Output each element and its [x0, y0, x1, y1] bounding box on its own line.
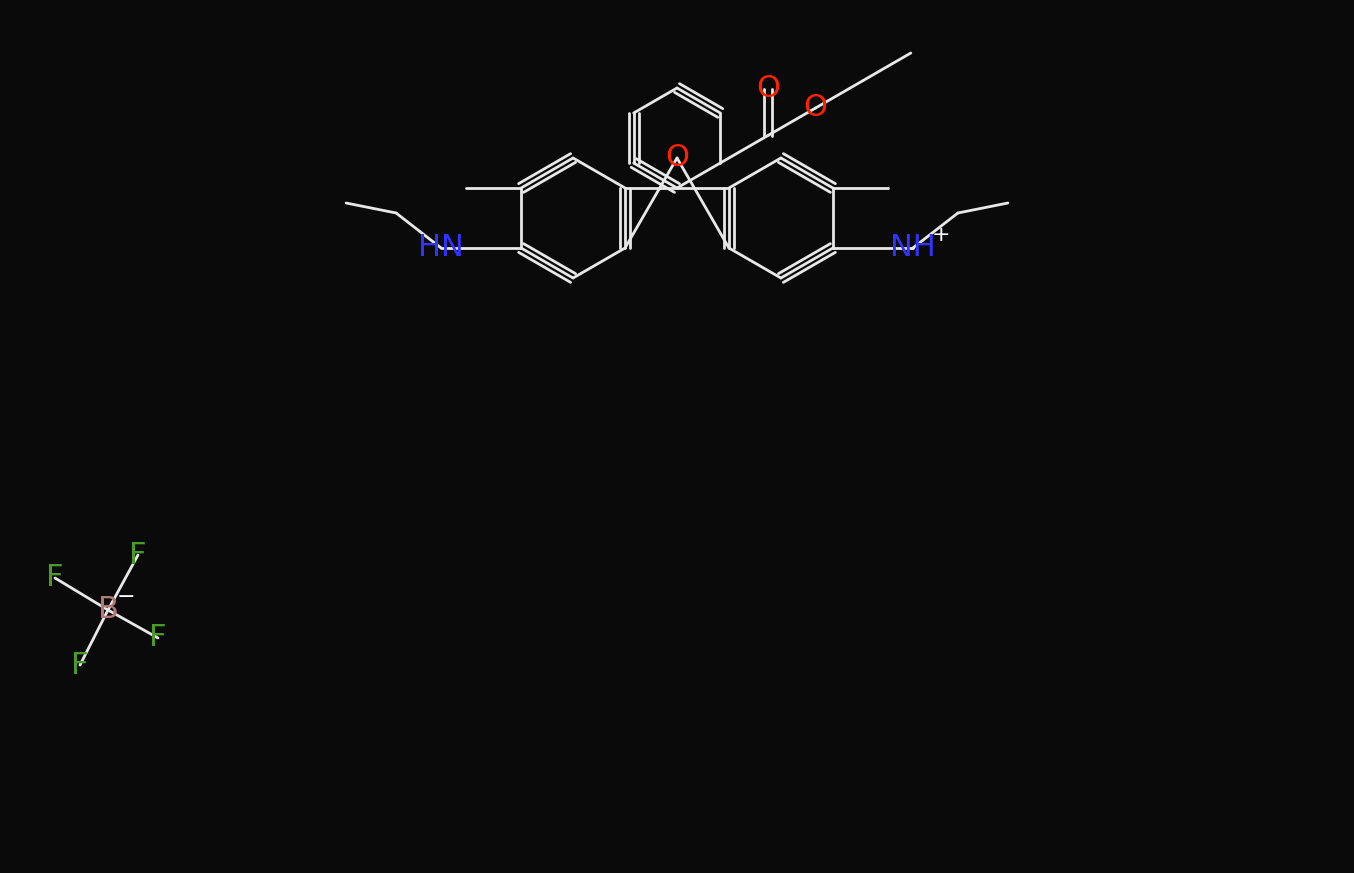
Text: O: O — [665, 143, 689, 173]
Text: +: + — [932, 225, 951, 245]
Text: F: F — [129, 540, 146, 569]
Text: O: O — [803, 93, 827, 122]
Text: −: − — [116, 587, 135, 607]
Text: F: F — [72, 650, 89, 679]
Text: F: F — [149, 623, 167, 652]
Text: B: B — [97, 595, 118, 624]
Text: NH: NH — [890, 233, 936, 263]
Text: HN: HN — [418, 233, 464, 263]
Text: F: F — [46, 563, 64, 593]
Text: O: O — [756, 74, 780, 103]
